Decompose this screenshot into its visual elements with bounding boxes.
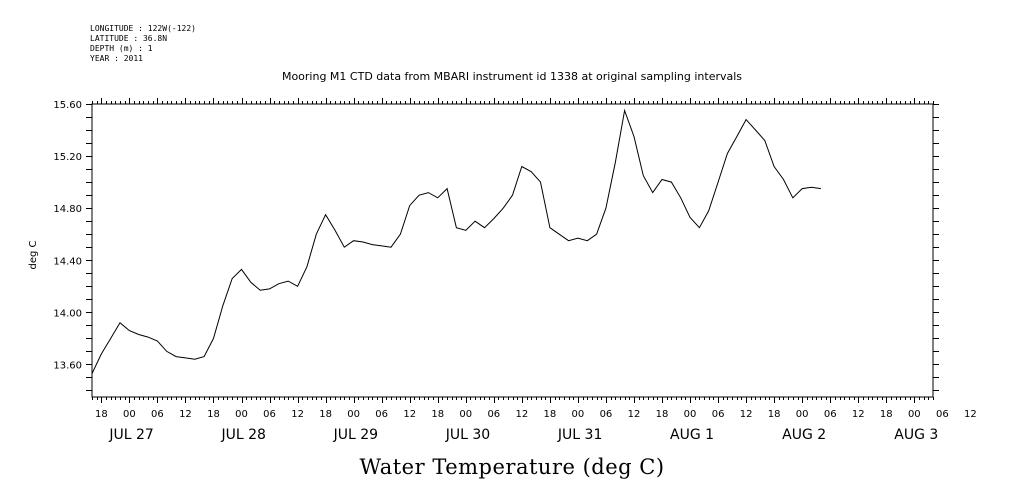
x-tick-label: 00: [123, 409, 136, 420]
x-date-label: JUL 31: [557, 427, 602, 443]
x-axis-title: Water Temperature (deg C): [359, 455, 664, 479]
x-tick-label: 06: [263, 409, 276, 420]
x-tick-label: 18: [431, 409, 444, 420]
x-tick-label: 12: [179, 409, 192, 420]
x-date-label: JUL 27: [108, 427, 153, 443]
x-tick-label: 12: [291, 409, 304, 420]
y-tick-label: 14.00: [53, 308, 82, 319]
x-date-label: JUL 28: [221, 427, 266, 443]
x-tick-label: 00: [796, 409, 809, 420]
axis-ticks: [86, 98, 939, 403]
y-tick-label: 15.20: [53, 152, 82, 163]
x-tick-label: 18: [95, 409, 108, 420]
x-tick-label: 00: [459, 409, 472, 420]
x-tick-label: 06: [375, 409, 388, 420]
x-tick-label: 06: [824, 409, 837, 420]
x-date-label: JUL 30: [445, 427, 490, 443]
x-tick-label: 12: [515, 409, 528, 420]
x-tick-label: 06: [936, 409, 949, 420]
x-tick-label: 18: [207, 409, 220, 420]
series-line: [91, 108, 821, 374]
x-date-label: AUG 2: [782, 427, 826, 443]
x-tick-label: 18: [880, 409, 893, 420]
axis-tick-labels: 18 00 06 12 18 00 06 12 18 00 06 12 18 00 06 12 18 00 06 12…: [53, 100, 976, 443]
plot-frame: [91, 103, 934, 398]
depth-text: DEPTH (m) : 1: [90, 44, 153, 53]
x-tick-label: 18: [768, 409, 781, 420]
x-date-label: AUG 3: [894, 427, 938, 443]
x-tick-label: 12: [403, 409, 416, 420]
x-tick-label: 12: [628, 409, 641, 420]
x-tick-label: 18: [656, 409, 669, 420]
x-tick-label: 18: [544, 409, 557, 420]
x-tick-label: 00: [684, 409, 697, 420]
y-axis-label: deg C: [28, 240, 39, 269]
x-date-label: AUG 1: [670, 427, 714, 443]
year-text: YEAR : 2011: [90, 54, 143, 63]
x-date-label: JUL 29: [333, 427, 378, 443]
y-tick-label: 15.60: [53, 100, 82, 111]
y-tick-label: 14.40: [53, 256, 82, 267]
x-tick-label: 06: [487, 409, 500, 420]
y-tick-label: 13.60: [53, 360, 82, 371]
x-tick-label: 00: [347, 409, 360, 420]
chart-title: Mooring M1 CTD data from MBARI instrumen…: [282, 70, 742, 83]
latitude-text: LATITUDE : 36.8N: [90, 34, 167, 43]
x-tick-label: 06: [600, 409, 613, 420]
x-tick-label: 06: [712, 409, 725, 420]
longitude-text: LONGITUDE : 122W(-122): [90, 24, 196, 33]
x-tick-label: 12: [740, 409, 753, 420]
y-tick-label: 14.80: [53, 204, 82, 215]
x-tick-label: 00: [235, 409, 248, 420]
x-tick-label: 00: [908, 409, 921, 420]
x-tick-label: 18: [319, 409, 332, 420]
x-tick-label: 00: [572, 409, 585, 420]
x-tick-label: 06: [151, 409, 164, 420]
x-tick-label: 12: [964, 409, 977, 420]
x-tick-label: 12: [852, 409, 865, 420]
